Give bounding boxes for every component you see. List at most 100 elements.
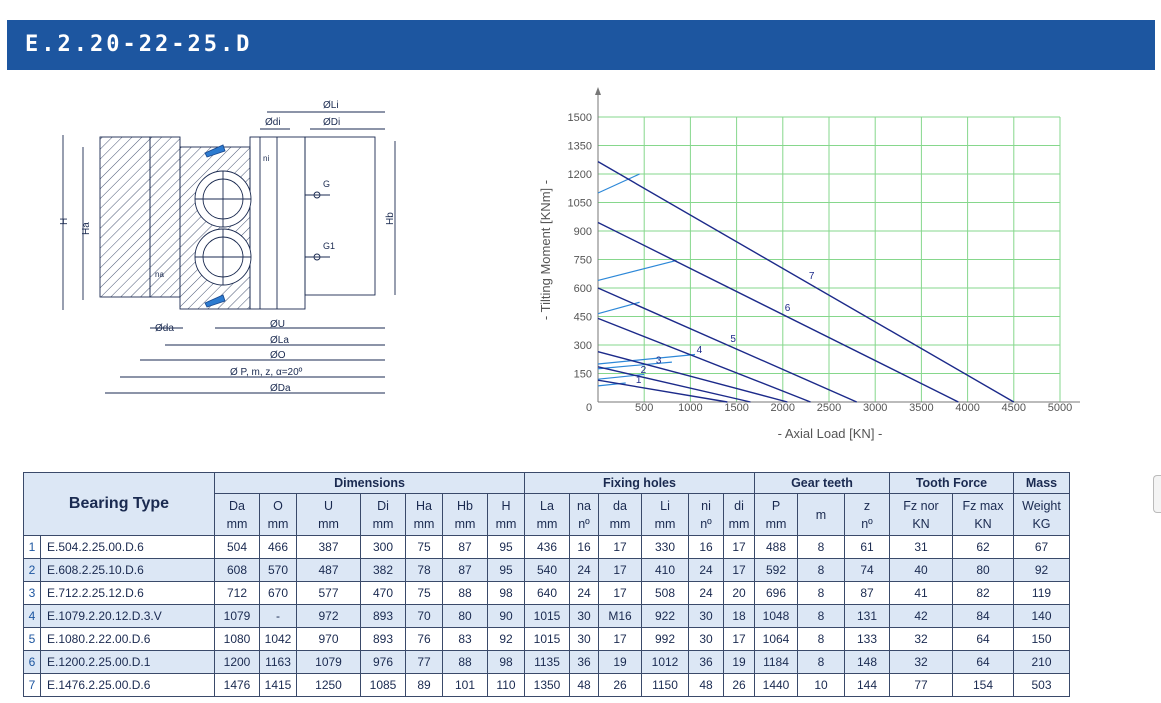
bearing-type-header: Bearing Type <box>23 472 215 536</box>
bearing-type-cell: E.608.2.25.10.D.6 <box>40 558 215 582</box>
table-cell: 1079 <box>214 604 260 628</box>
dim-label-g: G <box>323 179 330 189</box>
bearing-type-cell: E.504.2.25.00.D.6 <box>40 535 215 559</box>
y-tick-label: 300 <box>574 340 592 352</box>
column-header-unit: nº <box>700 516 712 531</box>
table-cell: 101 <box>442 673 488 697</box>
table-cell: 31 <box>889 535 953 559</box>
column-header: Fz max KN <box>952 493 1014 536</box>
column-header: Da mm <box>214 493 260 536</box>
table-cell: 30 <box>688 627 724 651</box>
table-cell: 36 <box>688 650 724 674</box>
column-header-name: Weight <box>1022 498 1061 513</box>
column-header-unit: KG <box>1032 516 1051 531</box>
column-header: da mm <box>598 493 642 536</box>
column-header-unit: mm <box>654 516 676 531</box>
column-header-name: z <box>863 498 871 513</box>
table-cell: 382 <box>360 558 406 582</box>
column-header-unit: mm <box>267 516 289 531</box>
table-cell: 24 <box>688 558 724 582</box>
column-header-name: Di <box>377 498 389 513</box>
lower-seal <box>204 294 226 308</box>
table-cell: 20 <box>723 581 755 605</box>
column-header-unit: KN <box>912 516 930 531</box>
bolt-line-3 <box>597 361 672 370</box>
dim-label-di-outer: ØDi <box>323 117 340 128</box>
x-tick-label: 1000 <box>678 402 702 414</box>
table-cell: 1163 <box>259 650 297 674</box>
table-cell: 18 <box>723 604 755 628</box>
table-cell: 504 <box>214 535 260 559</box>
bearing-spec-table: Bearing Type Dimensions Fixing holes Gear t… <box>23 472 1070 697</box>
side-tab-handle[interactable] <box>1153 475 1161 513</box>
table-cell: 300 <box>360 535 406 559</box>
dim-label-da-outer: ØDa <box>270 383 291 394</box>
group-header: Mass <box>1013 472 1070 494</box>
column-header-unit: mm <box>454 516 476 531</box>
table-cell: 41 <box>889 581 953 605</box>
table-cell: 40 <box>889 558 953 582</box>
x-tick-label: 5000 <box>1048 402 1072 414</box>
row-number: 4 <box>23 604 41 628</box>
table-cell: 144 <box>844 673 890 697</box>
row-number: 3 <box>23 581 41 605</box>
table-cell: 48 <box>688 673 724 697</box>
column-header: Di mm <box>360 493 406 536</box>
table-cell: 387 <box>296 535 361 559</box>
table-cell: 88 <box>442 650 488 674</box>
column-header-name: Ha <box>416 498 432 513</box>
bolt-line-4 <box>597 353 696 365</box>
table-cell: 64 <box>952 627 1014 651</box>
series-label: 3 <box>656 355 662 366</box>
table-cell: 26 <box>723 673 755 697</box>
y-tick-label: 750 <box>574 255 592 267</box>
series-line-7 <box>597 161 1015 403</box>
table-cell: 76 <box>405 627 443 651</box>
chart-tick-labels: 0 500 1000 1500 2000 2500 3000 3500 4000 4500 5000… <box>568 112 1073 414</box>
column-header-name: H <box>501 498 511 513</box>
chart-y-axis-label: - Tilting Moment [KNm] - <box>538 180 553 320</box>
inner-ring-section <box>179 146 251 310</box>
y-tick-label: 150 <box>574 369 592 381</box>
dim-label-o: ØO <box>270 350 286 361</box>
table-cell: 19 <box>723 650 755 674</box>
table-cell: 148 <box>844 650 890 674</box>
table-cell: 77 <box>405 650 443 674</box>
table-cell: 640 <box>524 581 570 605</box>
table-cell: 88 <box>442 581 488 605</box>
table-cell: 1012 <box>641 650 689 674</box>
dim-label-g1: G1 <box>323 241 335 251</box>
table-cell: 80 <box>952 558 1014 582</box>
dim-label-ni: ni <box>263 154 269 163</box>
table-cell: 8 <box>797 627 845 651</box>
series-line-3 <box>597 350 788 403</box>
table-cell: 1150 <box>641 673 689 697</box>
bearing-type-cell: E.1079.2.20.12.D.3.V <box>40 604 215 628</box>
table-cell: 330 <box>641 535 689 559</box>
table-cell: 1415 <box>259 673 297 697</box>
chart-series: 123 4 5 6 7 <box>597 161 1015 403</box>
table-cell: 90 <box>487 604 525 628</box>
dim-label-da: Øda <box>155 323 174 334</box>
table-row: 2 E.608.2.25.10.D.6 608 570 487 382 78 87 95 540 2… <box>23 558 1070 582</box>
table-cell: 17 <box>723 558 755 582</box>
dim-label-di: Ødi <box>265 117 281 128</box>
table-cell: 67 <box>1013 535 1070 559</box>
table-cell: 1064 <box>754 627 798 651</box>
x-tick-label: 0 <box>586 402 592 414</box>
column-header-unit: mm <box>536 516 558 531</box>
column-header-unit: mm <box>609 516 631 531</box>
column-header-name: Li <box>660 498 670 513</box>
table-cell: 16 <box>688 535 724 559</box>
dim-label-u: ØU <box>270 319 285 330</box>
dim-label-ha: Ha <box>81 222 92 235</box>
table-cell: 70 <box>405 604 443 628</box>
table-cell: 503 <box>1013 673 1070 697</box>
table-cell: 922 <box>641 604 689 628</box>
column-header-name: Fz nor <box>903 498 939 513</box>
table-cell: 24 <box>569 558 599 582</box>
table-cell: 133 <box>844 627 890 651</box>
bearing-type-cell: E.1080.2.22.00.D.6 <box>40 627 215 651</box>
table-cell: 893 <box>360 627 406 651</box>
y-axis-arrow <box>595 87 601 95</box>
